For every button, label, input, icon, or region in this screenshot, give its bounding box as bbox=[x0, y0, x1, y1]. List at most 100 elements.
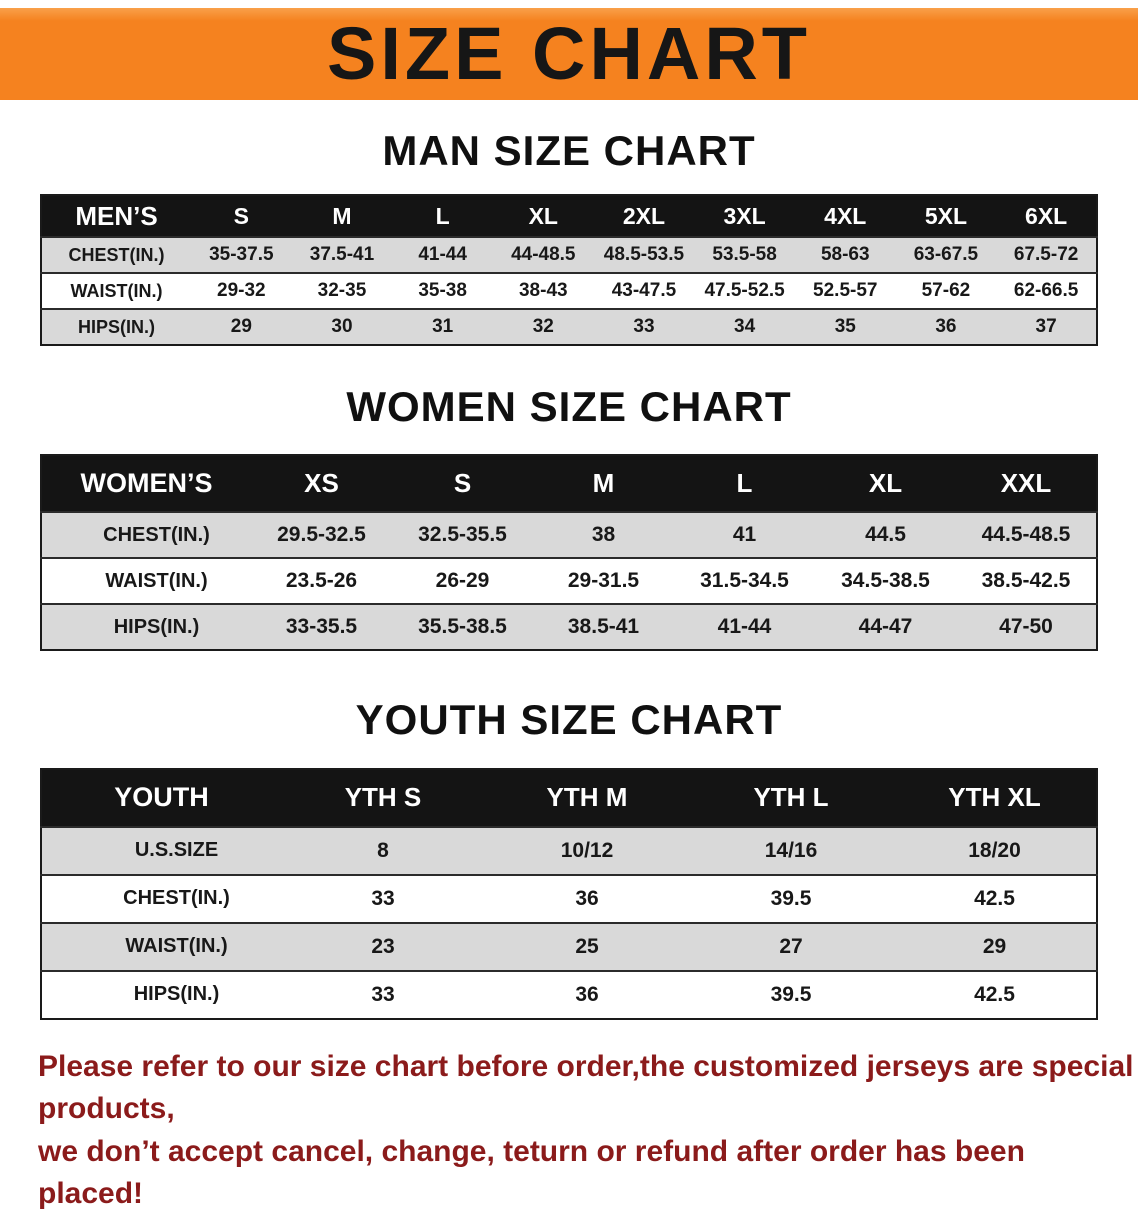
value-cell: 37 bbox=[996, 308, 1097, 346]
value-cell: 35-38 bbox=[392, 272, 493, 310]
value-cell: 34.5-38.5 bbox=[815, 557, 956, 605]
value-cell: 29-32 bbox=[191, 272, 292, 310]
table-row: HIPS(IN.) 33-35.5 35.5-38.5 38.5-41 41-44 44-… bbox=[41, 603, 1097, 651]
youth-size-section: YOUTH SIZE CHART YOUTH YTH S YTH M YTH L YTH… bbox=[0, 696, 1138, 1020]
value-cell: 41-44 bbox=[392, 236, 493, 274]
size-header-cell: YTH XL bbox=[893, 768, 1097, 827]
value-cell: 38.5-42.5 bbox=[956, 557, 1097, 605]
size-header-cell: XS bbox=[251, 455, 392, 513]
value-cell: 36 bbox=[895, 308, 997, 346]
table-header-row: WOMEN’S XS S M L XL XXL bbox=[41, 455, 1097, 513]
value-cell: 41 bbox=[674, 511, 815, 559]
value-cell: 44-47 bbox=[815, 603, 956, 651]
value-cell: 48.5-53.5 bbox=[593, 236, 695, 274]
table-row: HIPS(IN.) 29 30 31 32 33 34 35 36 37 bbox=[41, 308, 1097, 346]
value-cell: 47.5-52.5 bbox=[694, 272, 795, 310]
value-cell: 18/20 bbox=[893, 825, 1097, 875]
row-label-cell: U.S.SIZE bbox=[41, 825, 281, 875]
value-cell: 43-47.5 bbox=[593, 272, 695, 310]
value-cell: 37.5-41 bbox=[291, 236, 393, 274]
banner: SIZE CHART bbox=[0, 8, 1138, 100]
value-cell: 10/12 bbox=[485, 825, 689, 875]
value-cell: 47-50 bbox=[956, 603, 1097, 651]
row-label-cell: HIPS(IN.) bbox=[41, 603, 251, 651]
size-header-cell: XXL bbox=[956, 455, 1097, 513]
table-row: WAIST(IN.) 23 25 27 29 bbox=[41, 921, 1097, 971]
table-title-cell: YOUTH bbox=[41, 768, 281, 827]
value-cell: 33 bbox=[593, 308, 695, 346]
value-cell: 35.5-38.5 bbox=[392, 603, 533, 651]
footer-note: Please refer to our size chart before or… bbox=[38, 1046, 1138, 1216]
value-cell: 29 bbox=[191, 308, 292, 346]
size-table: MEN’S S M L XL 2XL 3XL 4XL 5XL 6XL CHEST(IN.) 35-37… bbox=[40, 194, 1098, 347]
value-cell: 53.5-58 bbox=[694, 236, 795, 274]
value-cell: 67.5-72 bbox=[996, 236, 1097, 274]
value-cell: 39.5 bbox=[689, 873, 893, 923]
size-header-cell: XL bbox=[815, 455, 956, 513]
value-cell: 63-67.5 bbox=[895, 236, 997, 274]
value-cell: 36 bbox=[485, 873, 689, 923]
size-header-cell: M bbox=[533, 455, 674, 513]
value-cell: 29-31.5 bbox=[533, 557, 674, 605]
value-cell: 39.5 bbox=[689, 969, 893, 1019]
size-header-cell: L bbox=[674, 455, 815, 513]
table-title-cell: WOMEN’S bbox=[41, 455, 251, 513]
size-header-cell: XL bbox=[492, 195, 594, 238]
size-table: WOMEN’S XS S M L XL XXL CHEST(IN.) 29.5-32.5 32.5… bbox=[40, 454, 1098, 652]
value-cell: 8 bbox=[281, 825, 485, 875]
row-label-cell: HIPS(IN.) bbox=[41, 969, 281, 1019]
footer-line-1: Please refer to our size chart before or… bbox=[38, 1049, 1134, 1126]
value-cell: 33-35.5 bbox=[251, 603, 392, 651]
value-cell: 52.5-57 bbox=[794, 272, 896, 310]
size-header-cell: S bbox=[191, 195, 292, 238]
value-cell: 30 bbox=[291, 308, 393, 346]
size-header-cell: S bbox=[392, 455, 533, 513]
table-row: HIPS(IN.) 33 36 39.5 42.5 bbox=[41, 969, 1097, 1019]
value-cell: 62-66.5 bbox=[996, 272, 1097, 310]
size-header-cell: YTH M bbox=[485, 768, 689, 827]
value-cell: 14/16 bbox=[689, 825, 893, 875]
value-cell: 33 bbox=[281, 969, 485, 1019]
row-label-cell: WAIST(IN.) bbox=[41, 272, 191, 310]
youth-section-heading: YOUTH SIZE CHART bbox=[355, 696, 783, 744]
value-cell: 38-43 bbox=[492, 272, 594, 310]
value-cell: 38 bbox=[533, 511, 674, 559]
size-header-cell: 2XL bbox=[593, 195, 695, 238]
row-label-cell: CHEST(IN.) bbox=[41, 511, 251, 559]
value-cell: 32 bbox=[492, 308, 594, 346]
size-header-cell: YTH S bbox=[281, 768, 485, 827]
value-cell: 29 bbox=[893, 921, 1097, 971]
value-cell: 26-29 bbox=[392, 557, 533, 605]
value-cell: 27 bbox=[689, 921, 893, 971]
table-row: CHEST(IN.) 35-37.5 37.5-41 41-44 44-48.5 48.5… bbox=[41, 236, 1097, 274]
row-label-cell: HIPS(IN.) bbox=[41, 308, 191, 346]
table-row: WAIST(IN.) 29-32 32-35 35-38 38-43 43-47.5 47.… bbox=[41, 272, 1097, 310]
table-title-cell: MEN’S bbox=[41, 195, 191, 238]
value-cell: 44-48.5 bbox=[492, 236, 594, 274]
women-size-section: WOMEN SIZE CHART WOMEN’S XS S M L XL XXL CHEST(… bbox=[0, 383, 1138, 652]
size-header-cell: L bbox=[392, 195, 493, 238]
table-row: U.S.SIZE 8 10/12 14/16 18/20 bbox=[41, 825, 1097, 875]
size-header-cell: M bbox=[291, 195, 393, 238]
size-header-cell: 4XL bbox=[794, 195, 896, 238]
value-cell: 29.5-32.5 bbox=[251, 511, 392, 559]
row-label-cell: WAIST(IN.) bbox=[41, 557, 251, 605]
size-header-cell: 5XL bbox=[895, 195, 997, 238]
footer-line-2: we don’t accept cancel, change, teturn o… bbox=[38, 1134, 1025, 1211]
value-cell: 57-62 bbox=[895, 272, 997, 310]
value-cell: 34 bbox=[694, 308, 795, 346]
value-cell: 44.5 bbox=[815, 511, 956, 559]
value-cell: 35 bbox=[794, 308, 896, 346]
value-cell: 25 bbox=[485, 921, 689, 971]
size-header-cell: 3XL bbox=[694, 195, 795, 238]
value-cell: 32.5-35.5 bbox=[392, 511, 533, 559]
row-label-cell: CHEST(IN.) bbox=[41, 236, 191, 274]
value-cell: 42.5 bbox=[893, 969, 1097, 1019]
row-label-cell: WAIST(IN.) bbox=[41, 921, 281, 971]
table-row: CHEST(IN.) 33 36 39.5 42.5 bbox=[41, 873, 1097, 923]
women-size-table: WOMEN’S XS S M L XL XXL CHEST(IN.) 29.5-32.5 32.5… bbox=[40, 454, 1098, 652]
table-row: WAIST(IN.) 23.5-26 26-29 29-31.5 31.5-34.5 34… bbox=[41, 557, 1097, 605]
youth-size-table: YOUTH YTH S YTH M YTH L YTH XL U.S.SIZE 8 10/12… bbox=[40, 767, 1098, 1020]
value-cell: 31.5-34.5 bbox=[674, 557, 815, 605]
value-cell: 23.5-26 bbox=[251, 557, 392, 605]
